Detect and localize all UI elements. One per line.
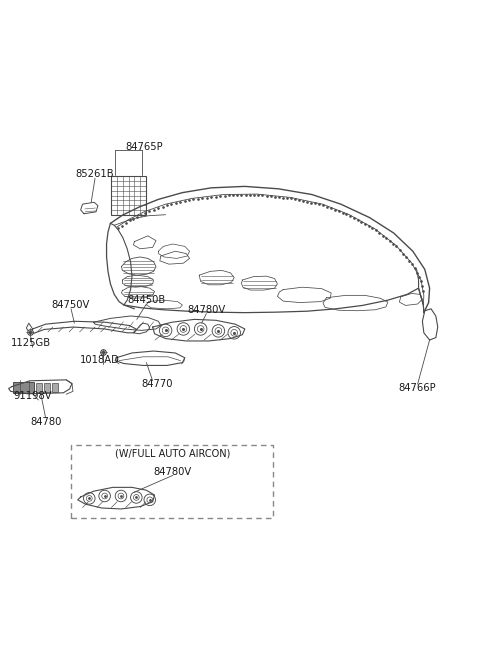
Bar — [36, 383, 42, 392]
Text: 84766P: 84766P — [399, 383, 436, 393]
Text: (W/FULL AUTO AIRCON): (W/FULL AUTO AIRCON) — [115, 449, 230, 459]
Text: 84750V: 84750V — [52, 300, 90, 310]
Text: 91198V: 91198V — [13, 391, 52, 401]
Bar — [52, 383, 58, 392]
Bar — [13, 382, 34, 393]
Text: 1018AD: 1018AD — [80, 355, 120, 365]
Bar — [111, 176, 146, 215]
Text: 84780: 84780 — [30, 417, 61, 426]
Text: 84770: 84770 — [142, 379, 173, 389]
Text: 84450B: 84450B — [127, 295, 166, 305]
Text: 84780V: 84780V — [187, 305, 226, 315]
Text: 84765P: 84765P — [125, 142, 163, 152]
Text: 84780V: 84780V — [154, 467, 192, 477]
Text: 1125GB: 1125GB — [11, 338, 51, 348]
Bar — [44, 383, 50, 392]
Text: 85261B: 85261B — [76, 169, 114, 179]
